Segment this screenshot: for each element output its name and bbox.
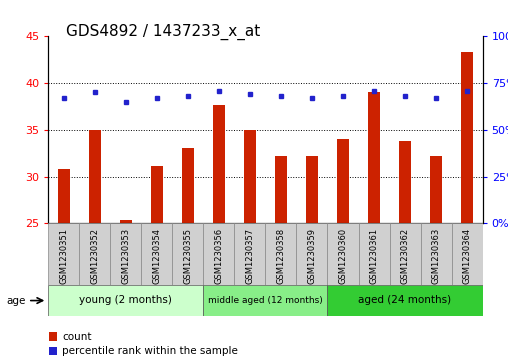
Bar: [49, 347, 57, 355]
Bar: [151, 166, 163, 223]
FancyBboxPatch shape: [359, 223, 390, 285]
Bar: [213, 105, 225, 223]
Text: middle aged (12 months): middle aged (12 months): [208, 296, 323, 305]
Text: age: age: [6, 295, 25, 306]
Text: GSM1230351: GSM1230351: [59, 228, 68, 284]
FancyBboxPatch shape: [110, 223, 141, 285]
FancyBboxPatch shape: [172, 223, 203, 285]
Text: GSM1230358: GSM1230358: [276, 228, 285, 284]
Bar: [461, 52, 473, 223]
Text: GSM1230354: GSM1230354: [152, 228, 162, 284]
FancyBboxPatch shape: [48, 223, 79, 285]
FancyBboxPatch shape: [79, 223, 110, 285]
Text: GSM1230357: GSM1230357: [245, 228, 255, 284]
Bar: [275, 156, 287, 223]
Text: GDS4892 / 1437233_x_at: GDS4892 / 1437233_x_at: [66, 24, 260, 40]
Bar: [57, 169, 70, 223]
Bar: [49, 332, 57, 341]
FancyBboxPatch shape: [297, 223, 328, 285]
FancyBboxPatch shape: [141, 223, 172, 285]
Text: GSM1230355: GSM1230355: [183, 228, 193, 284]
FancyBboxPatch shape: [234, 223, 265, 285]
Text: GSM1230361: GSM1230361: [369, 228, 378, 284]
Text: GSM1230360: GSM1230360: [338, 228, 347, 284]
Text: GSM1230362: GSM1230362: [400, 228, 409, 284]
Text: percentile rank within the sample: percentile rank within the sample: [62, 346, 238, 356]
Bar: [399, 141, 411, 223]
Bar: [306, 156, 318, 223]
FancyBboxPatch shape: [452, 223, 483, 285]
Text: GSM1230356: GSM1230356: [214, 228, 224, 284]
Bar: [337, 139, 349, 223]
Text: GSM1230353: GSM1230353: [121, 228, 131, 284]
FancyBboxPatch shape: [421, 223, 452, 285]
FancyBboxPatch shape: [203, 223, 234, 285]
FancyBboxPatch shape: [390, 223, 421, 285]
Text: GSM1230363: GSM1230363: [432, 228, 440, 285]
Bar: [88, 130, 101, 223]
FancyBboxPatch shape: [328, 223, 359, 285]
Text: GSM1230352: GSM1230352: [90, 228, 99, 284]
Text: count: count: [62, 331, 91, 342]
FancyBboxPatch shape: [48, 285, 203, 316]
Bar: [182, 147, 194, 223]
Text: GSM1230359: GSM1230359: [307, 228, 316, 284]
Text: aged (24 months): aged (24 months): [359, 295, 452, 305]
Bar: [368, 92, 380, 223]
Text: GSM1230364: GSM1230364: [463, 228, 471, 284]
FancyBboxPatch shape: [265, 223, 297, 285]
Text: young (2 months): young (2 months): [79, 295, 172, 305]
FancyBboxPatch shape: [328, 285, 483, 316]
Bar: [244, 130, 256, 223]
Bar: [430, 156, 442, 223]
Bar: [119, 220, 132, 223]
FancyBboxPatch shape: [203, 285, 328, 316]
